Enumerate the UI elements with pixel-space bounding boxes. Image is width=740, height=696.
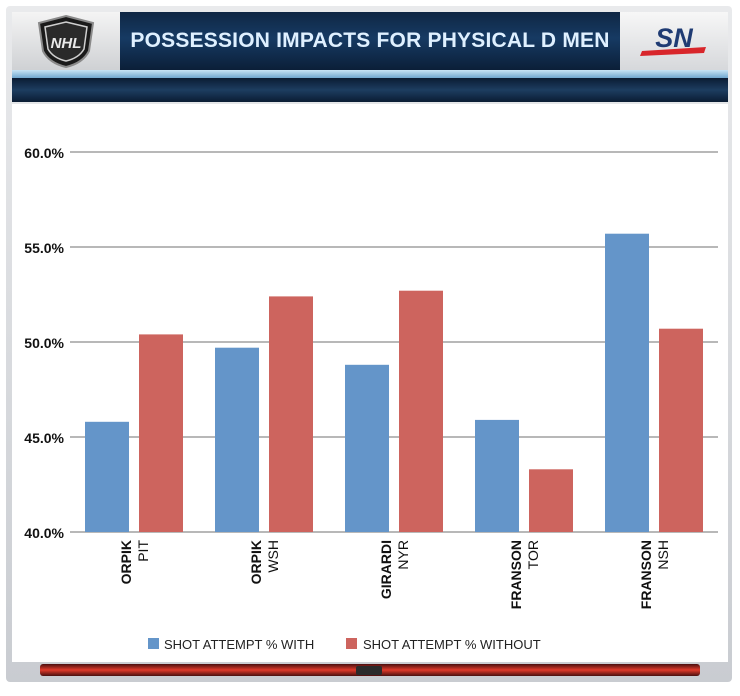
nhl-shield-icon: NHL (37, 14, 95, 69)
x-axis: ORPIK PIT ORPIK WSH GIRARDI NYR FRANSON TOR FRAN… (118, 540, 671, 610)
y-tick-label: 55.0% (24, 240, 64, 256)
header-dark-band (12, 78, 728, 102)
chart-title: POSSESSION IMPACTS FOR PHYSICAL D MEN (130, 29, 610, 52)
sn-logo-text: SN (655, 23, 693, 53)
x-tick-player: ORPIK (118, 540, 134, 584)
bar-without (399, 290, 443, 532)
legend-swatch-with (148, 638, 159, 649)
nhl-logo-text: NHL (51, 35, 82, 52)
bar-without (529, 469, 573, 532)
legend-swatch-without (346, 638, 357, 649)
x-tick-team: NSH (655, 540, 671, 570)
sn-logo: SN (620, 12, 728, 70)
x-tick-label: ORPIK PIT (118, 540, 151, 585)
x-tick-player: FRANSON (508, 540, 524, 609)
footer-knob (356, 666, 382, 675)
x-tick-team: WSH (265, 540, 281, 573)
x-tick-label: FRANSON TOR (508, 540, 541, 609)
bar-with (215, 347, 259, 532)
x-tick-player: FRANSON (638, 540, 654, 609)
bar-with (85, 421, 129, 532)
x-tick-label: ORPIK WSH (248, 540, 281, 584)
x-tick-label: FRANSON NSH (638, 540, 671, 609)
bar-with (475, 419, 519, 532)
y-tick-label: 45.0% (24, 430, 64, 446)
x-tick-label: GIRARDI NYR (378, 540, 411, 599)
y-tick-label: 40.0% (24, 525, 64, 541)
header-accent-band (12, 70, 728, 78)
nhl-logo: NHL (12, 12, 120, 70)
bars (85, 233, 703, 532)
x-tick-player: GIRARDI (378, 540, 394, 599)
bar-with (605, 233, 649, 532)
sn-logo-icon: SN (640, 23, 706, 56)
bar-without (269, 296, 313, 532)
x-tick-team: TOR (525, 540, 541, 569)
bar-without (139, 334, 183, 532)
bar-with (345, 364, 389, 532)
bar-without (659, 328, 703, 532)
legend-label-with: SHOT ATTEMPT % WITH (164, 637, 314, 652)
y-tick-label: 50.0% (24, 335, 64, 351)
legend: SHOT ATTEMPT % WITH SHOT ATTEMPT % WITHO… (148, 637, 541, 652)
x-tick-team: NYR (395, 540, 411, 570)
y-tick-label: 60.0% (24, 145, 64, 161)
x-tick-team: PIT (135, 540, 151, 562)
y-axis: 40.0% 45.0% 50.0% 55.0% 60.0% (24, 145, 64, 541)
x-tick-player: ORPIK (248, 540, 264, 584)
legend-label-without: SHOT ATTEMPT % WITHOUT (363, 637, 541, 652)
header-bar (12, 12, 728, 70)
